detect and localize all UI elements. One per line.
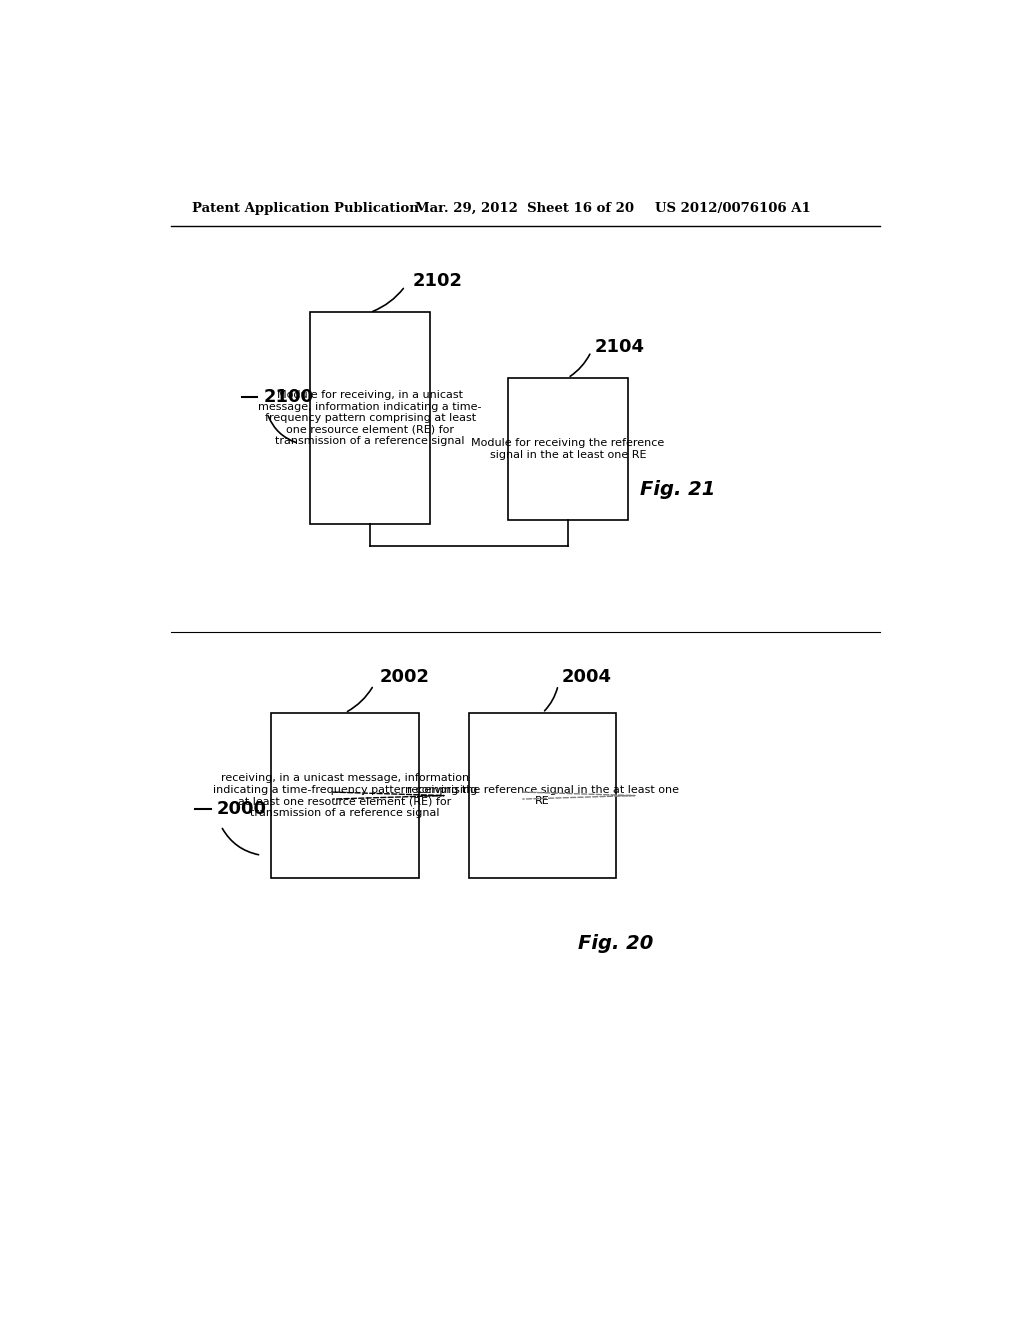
Text: receiving, in a unicast message, information
indicating a time-frequency pattern: receiving, in a unicast message, informa… — [213, 774, 477, 818]
Text: 2104: 2104 — [595, 338, 645, 356]
Text: Module for receiving, in a unicast
message, information indicating a time-
frequ: Module for receiving, in a unicast messa… — [258, 391, 482, 446]
Bar — [310, 313, 430, 524]
Text: 2102: 2102 — [413, 272, 463, 290]
Text: Fig. 20: Fig. 20 — [578, 935, 653, 953]
Bar — [469, 713, 616, 878]
Text: Mar. 29, 2012  Sheet 16 of 20: Mar. 29, 2012 Sheet 16 of 20 — [415, 202, 634, 215]
Text: Fig. 21: Fig. 21 — [640, 480, 715, 499]
Text: 2004: 2004 — [562, 668, 612, 686]
Text: 2002: 2002 — [380, 668, 430, 686]
Text: Patent Application Publication: Patent Application Publication — [191, 202, 418, 215]
Bar — [508, 378, 628, 520]
Text: 2100: 2100 — [263, 388, 313, 407]
Bar — [271, 713, 419, 878]
Text: 2000: 2000 — [217, 800, 267, 818]
Text: Module for receiving the reference
signal in the at least one RE: Module for receiving the reference signa… — [471, 438, 665, 459]
Text: US 2012/0076106 A1: US 2012/0076106 A1 — [655, 202, 811, 215]
Text: receiving the reference signal in the at least one
RE: receiving the reference signal in the at… — [407, 785, 679, 807]
